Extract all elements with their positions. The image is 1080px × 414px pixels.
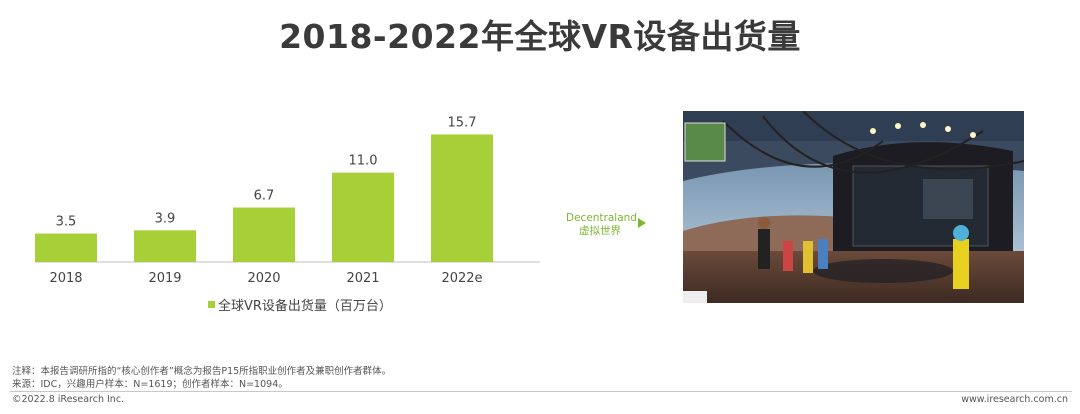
value-label-2022e: 15.7 (448, 115, 477, 130)
footer-website: www.iresearch.com.cn (961, 394, 1068, 405)
bar-2019 (134, 230, 196, 262)
bar-2020 (233, 207, 295, 262)
page-title: 2018-2022年全球VR设备出货量 (279, 17, 801, 56)
tick-label-2021: 2021 (346, 271, 379, 286)
note-line-1: 注释：本报告调研所指的“核心创作者”概念为报告P15所指职业创作者及兼职创作者群… (12, 366, 392, 377)
play-arrow-icon (638, 218, 646, 228)
value-label-2018: 3.5 (56, 215, 77, 230)
screenshot-caption: Decentraland 虚拟世界 (566, 212, 637, 238)
tick-label-2018: 2018 (49, 271, 82, 286)
value-label-2021: 11.0 (349, 154, 378, 169)
value-label-2019: 3.9 (155, 211, 176, 226)
source-line: 来源：IDC，兴趣用户样本：N=1619；创作者样本：N=1094。 (12, 379, 288, 390)
bar-2018 (35, 233, 97, 262)
tick-label-2020: 2020 (247, 271, 280, 286)
caption-line-2: 虚拟世界 (579, 225, 621, 237)
caption-line-1: Decentraland (566, 212, 637, 224)
virtual-world-scene-image (683, 111, 1024, 303)
bar-2021 (332, 172, 394, 262)
bar-chart: 3.5 2018 3.9 2019 6.7 2020 11.0 2021 15.7 2022e (35, 115, 540, 286)
notes: 注释：本报告调研所指的“核心创作者”概念为报告P15所指职业创作者及兼职创作者群… (12, 365, 391, 391)
footer-divider (10, 391, 1072, 392)
bar-2022e (431, 134, 493, 262)
value-label-2020: 6.7 (254, 189, 275, 204)
decentraland-screenshot (683, 111, 1024, 303)
tick-label-2019: 2019 (148, 271, 181, 286)
legend-swatch (208, 301, 215, 308)
legend-label: 全球VR设备出货量（百万台） (218, 299, 392, 314)
tick-label-2022e: 2022e (441, 271, 482, 286)
footer-copyright: ©2022.8 iResearch Inc. (12, 394, 125, 405)
chart-legend: 全球VR设备出货量（百万台） (208, 295, 392, 314)
